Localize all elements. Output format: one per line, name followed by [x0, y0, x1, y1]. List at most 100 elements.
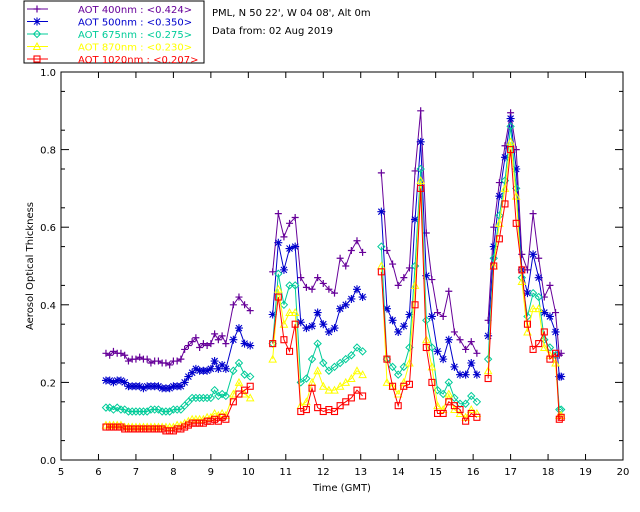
data-point: [150, 405, 159, 414]
data-point: [132, 355, 140, 363]
data-point: [229, 389, 238, 398]
data-point: [132, 425, 140, 433]
data-point: [234, 358, 244, 368]
legend-entry: AOT 1020nm : <0.207>: [78, 55, 198, 66]
data-point: [512, 219, 520, 227]
data-point: [308, 322, 317, 331]
data-point: [235, 293, 243, 301]
data-point: [105, 376, 114, 385]
data-point: [203, 342, 211, 350]
data-point: [552, 309, 560, 317]
data-point: [307, 354, 317, 364]
data-point: [296, 318, 305, 327]
data-point: [285, 308, 294, 317]
data-point: [139, 407, 148, 416]
data-point: [358, 293, 367, 302]
data-point: [456, 406, 464, 414]
data-point: [506, 137, 515, 146]
data-point: [439, 355, 448, 364]
data-point: [383, 246, 391, 254]
data-point: [506, 114, 515, 123]
data-point: [117, 349, 125, 357]
data-point: [416, 137, 425, 146]
series-line: [487, 126, 562, 411]
x-tick-label: 14: [392, 467, 405, 478]
data-point: [184, 416, 193, 425]
data-point: [143, 355, 151, 363]
data-point: [279, 265, 288, 274]
data-point: [439, 312, 447, 320]
data-point: [109, 423, 118, 431]
data-point: [154, 405, 163, 414]
data-point: [302, 406, 310, 414]
data-point: [416, 176, 426, 185]
data-point: [324, 327, 333, 336]
data-point: [33, 55, 41, 63]
data-point: [324, 366, 334, 375]
data-point: [422, 229, 430, 237]
data-point: [331, 289, 339, 297]
data-point: [501, 200, 509, 208]
data-point: [32, 41, 42, 50]
data-point: [112, 403, 122, 412]
data-point: [136, 425, 144, 433]
data-point: [389, 260, 397, 268]
data-point: [523, 320, 532, 328]
data-point: [177, 355, 185, 363]
y-tick-label: 0.0: [40, 456, 56, 467]
data-point: [512, 165, 521, 173]
data-point: [495, 192, 504, 201]
data-point: [106, 351, 114, 359]
data-point: [382, 377, 392, 386]
data-point: [411, 215, 420, 224]
data-point: [147, 359, 155, 367]
data-point: [393, 389, 403, 398]
data-point: [535, 340, 543, 348]
data-point: [196, 343, 204, 351]
data-point: [313, 366, 322, 375]
data-point: [495, 218, 504, 227]
x-tick-label: 5: [58, 467, 64, 478]
data-point: [207, 417, 215, 425]
y-tick-label: 0.4: [40, 301, 56, 312]
data-point: [151, 425, 159, 433]
data-point: [500, 153, 509, 162]
series-aot-870nm: [101, 137, 566, 431]
data-point: [192, 419, 200, 427]
data-point: [117, 423, 125, 431]
data-point: [101, 403, 111, 412]
series-line: [105, 326, 251, 389]
legend: AOT 400nm : <0.424>AOT 500nm : <0.350>AO…: [23, 0, 205, 66]
x-tick-label: 11: [279, 467, 292, 478]
series-line: [105, 381, 251, 428]
data-point: [551, 327, 560, 336]
data-point: [124, 407, 133, 416]
x-axis: 5 6 7 8 9 10 11 12 13 14 15 16 17 18 19 20: [58, 72, 629, 478]
data-point: [120, 405, 129, 414]
data-point: [473, 349, 481, 357]
data-point: [285, 347, 294, 355]
data-point: [135, 382, 144, 391]
data-point: [166, 361, 174, 369]
data-point: [180, 378, 189, 387]
data-point: [127, 407, 137, 416]
legend-entry: AOT 675nm : <0.275>: [78, 30, 192, 41]
data-point: [214, 364, 223, 373]
data-point: [341, 377, 351, 386]
x-tick-label: 10: [242, 467, 255, 478]
data-point: [165, 407, 174, 416]
x-tick-label: 18: [542, 467, 555, 478]
data-point: [176, 420, 186, 429]
data-point: [241, 386, 249, 394]
data-point: [286, 219, 294, 227]
data-point: [191, 364, 200, 373]
data-point: [444, 378, 453, 387]
series-line: [487, 141, 562, 416]
data-point: [229, 301, 237, 309]
data-point: [33, 5, 41, 13]
data-point: [162, 359, 170, 367]
y-tick-label: 0.2: [40, 378, 56, 389]
data-point: [341, 300, 350, 309]
data-point: [450, 362, 459, 371]
